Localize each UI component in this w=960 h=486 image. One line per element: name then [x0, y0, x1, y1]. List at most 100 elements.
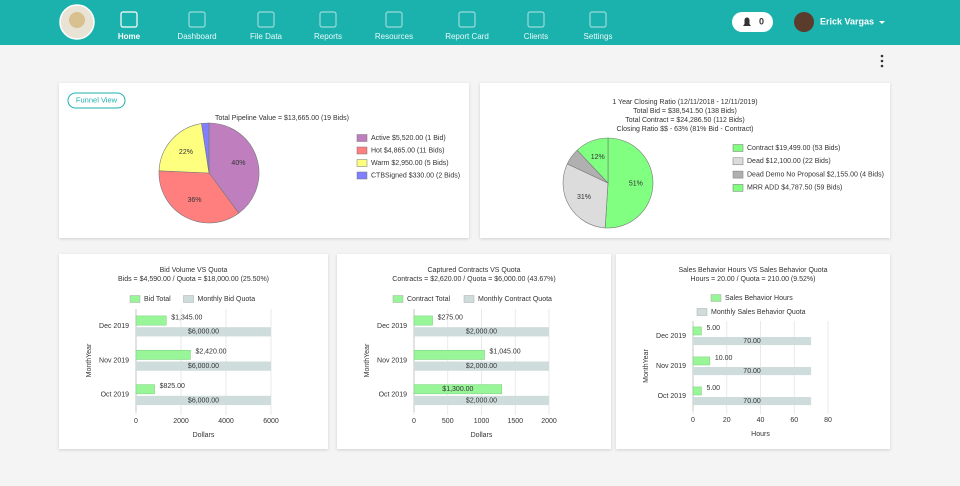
y-tick-label: Dec 2019 [377, 323, 407, 330]
bar [692, 386, 702, 396]
x-tick-label: 2000 [541, 418, 557, 425]
bar [414, 361, 549, 371]
bar [136, 395, 271, 406]
legend-label: Monthly Sales Behavior Quota [711, 309, 806, 316]
bar-value-label: $6,000.00 [188, 329, 219, 336]
chart-title: Total Pipeline Value = $13,665.00 (19 Bi… [215, 115, 349, 122]
nav-icon [458, 11, 476, 28]
x-tick-label: 4000 [218, 418, 234, 425]
y-axis-label: MonthYear [364, 343, 371, 377]
legend-label: CTBSigned $330.00 (2 Bids) [371, 172, 460, 179]
y-tick-label: Oct 2019 [101, 392, 130, 399]
legend-swatch [356, 146, 368, 155]
x-tick-label: 60 [790, 417, 798, 424]
y-tick-label: Oct 2019 [379, 392, 408, 399]
legend-label: Bid Total [144, 296, 171, 303]
legend-swatch [710, 294, 722, 302]
bar [413, 315, 433, 326]
funnel-view-button[interactable] [67, 92, 126, 109]
notification-count: 0 [759, 16, 764, 26]
nav-item[interactable]: File Data [250, 32, 283, 41]
nav-icon [319, 11, 337, 28]
x-tick-label: 0 [691, 417, 695, 424]
chart-subtitle: Bids = $4,590.00 / Quota = $18,000.00 (2… [118, 276, 269, 283]
nav-item[interactable]: Report Card [445, 32, 489, 41]
bar-value-label: 5.00 [706, 385, 720, 392]
nav-item[interactable]: Dashboard [177, 32, 216, 41]
x-tick-label: 0 [134, 418, 138, 425]
legend-swatch [732, 157, 744, 166]
slice-label: 12% [591, 154, 605, 161]
legend-swatch [732, 184, 744, 192]
bar [414, 395, 549, 406]
legend-label: Hot $4,865.00 (11 Bids) [371, 147, 444, 154]
bar-value-label: $1,300.00 [442, 386, 473, 393]
pie-slice [158, 123, 210, 174]
bar [692, 326, 702, 336]
bar-value-label: 10.00 [715, 355, 733, 362]
y-axis-label: MonthYear [86, 343, 93, 377]
chart-subtitle: Total Contract = $24,286.50 (112 Bids) [625, 117, 745, 124]
kebab-menu[interactable] [880, 54, 884, 68]
chart-title: Sales Behavior Hours VS Sales Behavior Q… [678, 267, 827, 274]
chart-subtitle: Hours = 20.00 / Quota = 210.00 (9.52%) [691, 276, 816, 283]
bar-value-label: 5.00 [706, 325, 720, 332]
pie-slice [158, 170, 240, 224]
legend-label: Dead Demo No Proposal $2,155.00 (4 Bids) [747, 171, 884, 178]
legend-label: Sales Behavior Hours [725, 295, 793, 302]
slice-label: 36% [187, 197, 201, 204]
legend-swatch [392, 295, 404, 303]
legend-swatch [356, 134, 368, 142]
user-name[interactable]: Erick Vargas [820, 16, 874, 26]
legend-label: Contract $19,499.00 (53 Bids) [747, 145, 840, 152]
pie-slice [604, 137, 654, 229]
legend-swatch [732, 144, 744, 152]
nav-item[interactable]: Reports [314, 32, 342, 41]
x-tick-label: 2000 [173, 418, 189, 425]
nav-icon [527, 11, 545, 28]
bar-value-label: $2,000.00 [466, 397, 497, 404]
legend-swatch [732, 170, 744, 179]
chart-subtitle: Total Bid = $38,541.50 (138 Bids) [633, 108, 737, 115]
legend-swatch [129, 295, 141, 303]
nav-item[interactable]: Settings [584, 32, 613, 41]
pie-slice [201, 122, 210, 174]
pie-slice [562, 163, 609, 229]
x-axis-label: Hours [751, 431, 770, 438]
bar [693, 367, 812, 376]
nav-item[interactable]: Clients [524, 32, 548, 41]
notification-button[interactable] [732, 12, 773, 32]
nav-icon [589, 11, 607, 28]
slice-label: 22% [179, 149, 193, 156]
chart-title: Bid Volume VS Quota [160, 267, 228, 274]
funnel-view-label[interactable]: Funnel View [76, 95, 118, 104]
bar [136, 361, 271, 371]
bell-icon [743, 17, 751, 26]
y-tick-label: Nov 2019 [656, 363, 686, 370]
bar-value-label: 70.00 [743, 338, 761, 345]
bar-value-label: $275.00 [438, 314, 463, 321]
user-avatar[interactable] [794, 12, 814, 32]
user-caret[interactable] [879, 21, 885, 24]
legend-swatch [356, 171, 368, 180]
legend-label: Active $5,520.00 (1 Bid) [371, 135, 446, 142]
chart-subtitle: Contracts = $2,620.00 / Quota = $6,000.0… [392, 276, 555, 283]
pie-slice [576, 137, 609, 184]
chart-subtitle: Closing Ratio $$ - 63% (81% Bid - Contra… [617, 126, 754, 133]
legend-swatch [463, 295, 475, 303]
legend-label: Monthly Contract Quota [478, 296, 552, 303]
bar [413, 349, 485, 360]
nav-icon [385, 11, 403, 28]
nav-icon [188, 11, 206, 28]
x-axis-label: Dollars [471, 432, 493, 439]
bar-value-label: $1,345.00 [171, 314, 202, 321]
y-tick-label: Dec 2019 [99, 323, 129, 330]
nav-item[interactable]: Home [118, 32, 141, 41]
x-tick-label: 20 [723, 417, 731, 424]
bar-value-label: 70.00 [743, 398, 761, 405]
nav-item[interactable]: Resources [375, 32, 413, 41]
bar-value-label: $6,000.00 [188, 363, 219, 370]
chart-title: Captured Contracts VS Quota [428, 267, 521, 274]
bar-value-label: $825.00 [160, 383, 185, 390]
bar [693, 337, 812, 346]
